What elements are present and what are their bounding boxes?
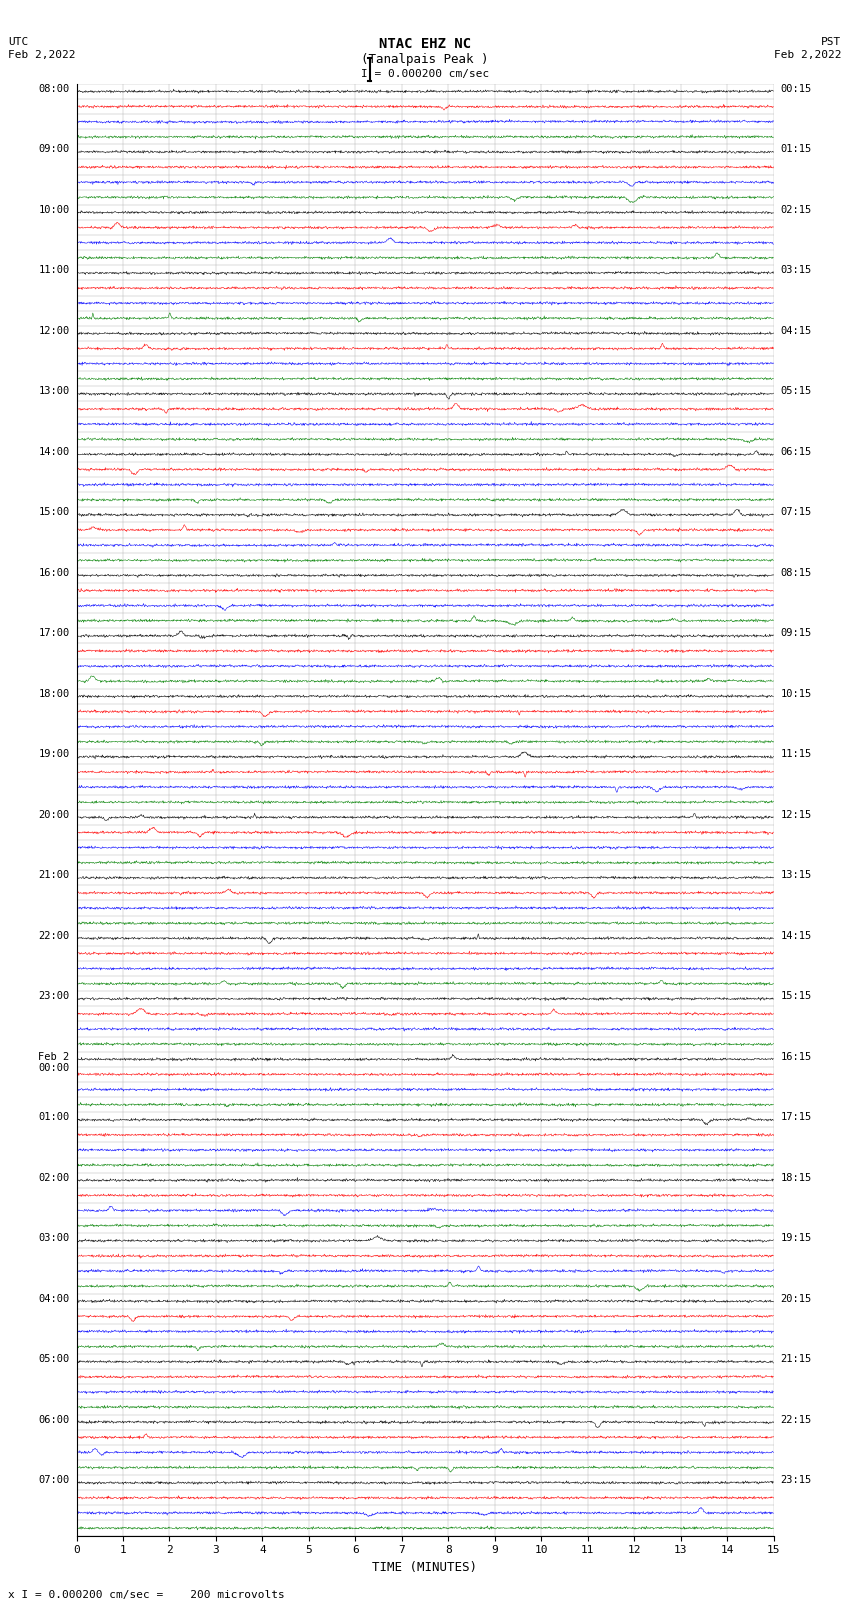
Text: 23:00: 23:00 (38, 990, 70, 1002)
Text: 02:00: 02:00 (38, 1173, 70, 1182)
Text: 00:15: 00:15 (780, 84, 812, 94)
Text: 22:15: 22:15 (780, 1415, 812, 1424)
Text: 17:15: 17:15 (780, 1113, 812, 1123)
Text: 09:15: 09:15 (780, 629, 812, 639)
Text: NTAC EHZ NC: NTAC EHZ NC (379, 37, 471, 52)
Text: PST: PST (821, 37, 842, 47)
Text: UTC: UTC (8, 37, 29, 47)
Text: 20:00: 20:00 (38, 810, 70, 819)
Text: 08:00: 08:00 (38, 84, 70, 94)
Text: 06:00: 06:00 (38, 1415, 70, 1424)
Text: I = 0.000200 cm/sec: I = 0.000200 cm/sec (361, 69, 489, 79)
Text: 13:15: 13:15 (780, 871, 812, 881)
Text: 14:00: 14:00 (38, 447, 70, 456)
Text: 07:00: 07:00 (38, 1474, 70, 1486)
Text: 03:15: 03:15 (780, 266, 812, 276)
Text: 12:00: 12:00 (38, 326, 70, 336)
Text: 11:15: 11:15 (780, 748, 812, 760)
Text: 20:15: 20:15 (780, 1294, 812, 1303)
Text: 04:00: 04:00 (38, 1294, 70, 1303)
Text: (Tanalpais Peak ): (Tanalpais Peak ) (361, 53, 489, 66)
Text: 09:00: 09:00 (38, 145, 70, 155)
Text: 15:00: 15:00 (38, 508, 70, 518)
Text: 18:00: 18:00 (38, 689, 70, 698)
Text: Feb 2,2022: Feb 2,2022 (774, 50, 842, 60)
Text: 18:15: 18:15 (780, 1173, 812, 1182)
Text: 10:15: 10:15 (780, 689, 812, 698)
Text: 17:00: 17:00 (38, 629, 70, 639)
Text: 03:00: 03:00 (38, 1232, 70, 1244)
Text: 12:15: 12:15 (780, 810, 812, 819)
Text: 10:00: 10:00 (38, 205, 70, 215)
Text: Feb 2,2022: Feb 2,2022 (8, 50, 76, 60)
Text: 19:00: 19:00 (38, 748, 70, 760)
Text: 21:15: 21:15 (780, 1355, 812, 1365)
Text: 11:00: 11:00 (38, 266, 70, 276)
Text: 07:15: 07:15 (780, 508, 812, 518)
Text: 21:00: 21:00 (38, 871, 70, 881)
Text: x I = 0.000200 cm/sec =    200 microvolts: x I = 0.000200 cm/sec = 200 microvolts (8, 1590, 286, 1600)
X-axis label: TIME (MINUTES): TIME (MINUTES) (372, 1561, 478, 1574)
Text: 01:00: 01:00 (38, 1113, 70, 1123)
Text: Feb 2
00:00: Feb 2 00:00 (38, 1052, 70, 1073)
Text: 08:15: 08:15 (780, 568, 812, 577)
Text: 04:15: 04:15 (780, 326, 812, 336)
Text: 16:00: 16:00 (38, 568, 70, 577)
Text: 14:15: 14:15 (780, 931, 812, 940)
Text: 13:00: 13:00 (38, 387, 70, 397)
Text: 02:15: 02:15 (780, 205, 812, 215)
Text: 01:15: 01:15 (780, 145, 812, 155)
Text: 22:00: 22:00 (38, 931, 70, 940)
Text: 19:15: 19:15 (780, 1232, 812, 1244)
Text: 05:00: 05:00 (38, 1355, 70, 1365)
Text: 05:15: 05:15 (780, 387, 812, 397)
Text: 16:15: 16:15 (780, 1052, 812, 1061)
Text: 15:15: 15:15 (780, 990, 812, 1002)
Text: 23:15: 23:15 (780, 1474, 812, 1486)
Text: 06:15: 06:15 (780, 447, 812, 456)
